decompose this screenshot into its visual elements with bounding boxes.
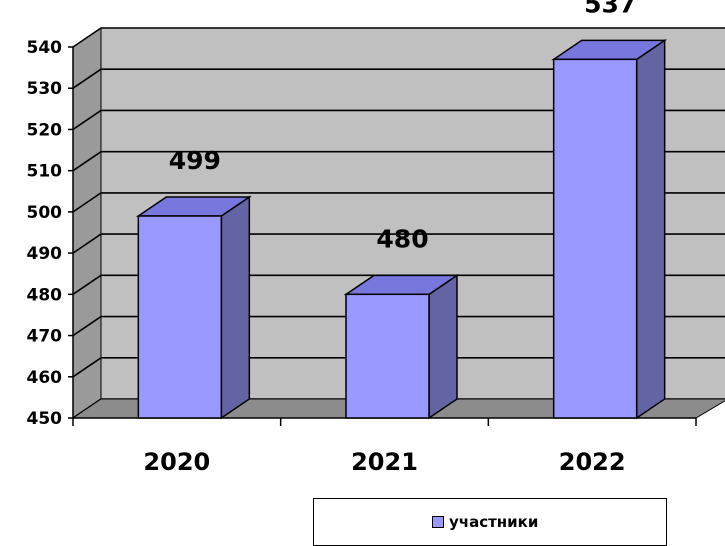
- gridline: [72, 192, 725, 213]
- y-tick-label: 470: [27, 327, 63, 347]
- y-tick-label: 490: [27, 244, 63, 264]
- y-tick-label: 540: [27, 38, 63, 58]
- bars: [135, 38, 668, 420]
- gridline: [72, 68, 725, 89]
- y-tick-label: 530: [27, 79, 63, 99]
- legend-label: участники: [449, 513, 539, 531]
- x-tick-label: 2022: [559, 448, 626, 476]
- chart: 450 460 470 480 490 500 510 520 530 540 499 2020 48…: [27, 0, 725, 476]
- bar-front: [345, 293, 430, 419]
- gridline: [72, 109, 725, 131]
- labels: 499 2020 480 2021 537 2022: [143, 0, 636, 476]
- gridline: [72, 274, 725, 295]
- legend-swatch: [432, 516, 444, 528]
- bar-side: [635, 38, 666, 420]
- y-tick-label: 460: [27, 368, 63, 388]
- y-tick-label: 520: [27, 120, 63, 140]
- x-tick-label: 2020: [143, 448, 210, 476]
- gridline: [72, 27, 725, 48]
- bar: [135, 195, 252, 420]
- legend: участники: [313, 498, 667, 546]
- bar-front: [552, 58, 638, 419]
- gridline: [72, 233, 725, 254]
- data-label: 537: [584, 0, 636, 18]
- data-label: 499: [169, 146, 221, 175]
- bar-front: [137, 215, 223, 419]
- gridline: [72, 150, 725, 172]
- bar: [343, 273, 460, 420]
- y-tick-label: 510: [27, 162, 63, 182]
- data-label: 480: [376, 224, 428, 253]
- x-tick-label: 2021: [351, 448, 418, 476]
- gridline: [72, 315, 725, 337]
- gridline: [72, 356, 725, 378]
- y-tick-label: 480: [27, 285, 63, 305]
- bar-side: [220, 195, 251, 420]
- y-tick-label: 500: [27, 203, 63, 223]
- legend-item: участники: [432, 513, 538, 531]
- chart-side-wall: [72, 27, 102, 419]
- y-tick-label: 450: [27, 409, 63, 429]
- bar: [551, 38, 668, 420]
- bar-side: [428, 273, 458, 420]
